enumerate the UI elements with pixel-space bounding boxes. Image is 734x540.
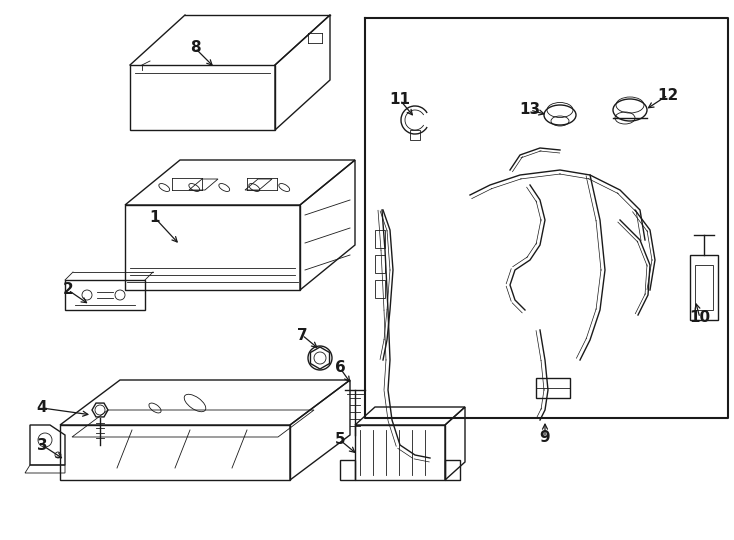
Text: 13: 13 <box>520 103 540 118</box>
Text: 9: 9 <box>539 430 550 445</box>
Polygon shape <box>245 179 272 190</box>
Text: 10: 10 <box>689 310 711 326</box>
Text: 12: 12 <box>658 87 679 103</box>
Text: 1: 1 <box>150 211 160 226</box>
Text: 5: 5 <box>335 433 345 448</box>
Text: 11: 11 <box>390 92 410 107</box>
Text: 7: 7 <box>297 327 308 342</box>
Polygon shape <box>189 179 218 190</box>
Text: 8: 8 <box>189 40 200 56</box>
Text: 3: 3 <box>37 437 47 453</box>
Text: 2: 2 <box>62 282 73 298</box>
Text: 4: 4 <box>37 401 47 415</box>
Text: 6: 6 <box>335 361 346 375</box>
